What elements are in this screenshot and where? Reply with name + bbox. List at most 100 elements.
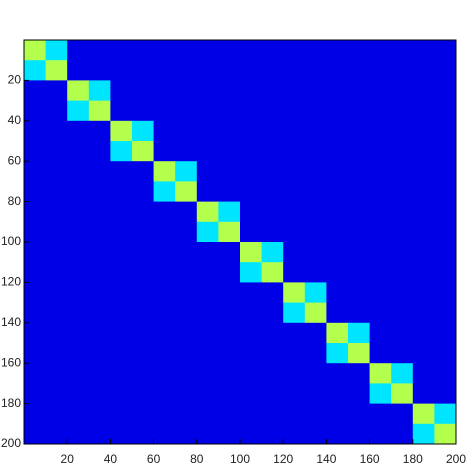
heatmap-cell	[434, 40, 457, 61]
heatmap-cell	[24, 221, 47, 243]
heatmap-cell	[88, 383, 111, 405]
heatmap-cell	[175, 181, 198, 203]
heatmap-cell	[110, 242, 133, 263]
heatmap-cell	[240, 80, 263, 102]
heatmap-cell	[283, 343, 306, 364]
heatmap-cell	[261, 40, 284, 61]
heatmap-cell	[110, 100, 133, 122]
heatmap-cell	[88, 282, 111, 304]
heatmap-cell	[304, 383, 327, 405]
heatmap-cell	[326, 141, 349, 162]
heatmap-cell	[67, 80, 90, 102]
heatmap-cell	[304, 40, 327, 61]
heatmap-cell	[412, 262, 435, 283]
heatmap-cell	[240, 120, 263, 142]
heatmap-cell	[412, 383, 435, 405]
heatmap-cell	[434, 141, 457, 162]
heatmap-cell	[369, 322, 392, 344]
heatmap-cell	[218, 363, 241, 384]
heatmap-cell	[153, 181, 176, 203]
heatmap-cell	[45, 403, 68, 425]
heatmap-cell	[132, 141, 155, 162]
heatmap-cell	[45, 221, 68, 243]
heatmap-cell	[153, 40, 176, 61]
heatmap-cell	[369, 423, 392, 445]
heatmap-cell	[67, 181, 90, 203]
y-tick-label: 20	[8, 73, 22, 87]
heatmap-cell	[348, 302, 371, 324]
heatmap-cell	[132, 383, 155, 405]
x-tick-label: 120	[273, 452, 293, 466]
heatmap-cell	[434, 181, 457, 203]
heatmap-cell	[391, 403, 414, 425]
heatmap-cell	[88, 423, 111, 445]
heatmap-cell	[240, 100, 263, 122]
heatmap-cell	[218, 282, 241, 304]
heatmap-cell	[283, 383, 306, 405]
heatmap-cell	[369, 282, 392, 304]
heatmap-cell	[304, 363, 327, 384]
heatmap-cell	[369, 161, 392, 182]
heatmap-cell	[45, 120, 68, 142]
heatmap-cell	[348, 120, 371, 142]
heatmap-cell	[218, 423, 241, 445]
heatmap-cell	[153, 262, 176, 283]
heatmap-cell	[348, 141, 371, 162]
heatmap-cell	[283, 322, 306, 344]
heatmap-cell	[67, 221, 90, 243]
heatmap-cell	[348, 242, 371, 263]
heatmap-cell	[153, 60, 176, 81]
heatmap-cell	[434, 302, 457, 324]
heatmap-cell	[240, 221, 263, 243]
heatmap-cell	[218, 201, 241, 223]
x-tick-label: 140	[316, 452, 336, 466]
heatmap-cell	[326, 40, 349, 61]
heatmap-cell	[304, 302, 327, 324]
heatmap-cell	[24, 161, 47, 182]
heatmap-cell	[196, 100, 219, 122]
x-tick-label: 200	[446, 452, 466, 466]
heatmap-cell	[326, 262, 349, 283]
heatmap-cell	[88, 262, 111, 283]
heatmap-cell	[88, 363, 111, 384]
heatmap-cell	[153, 302, 176, 324]
heatmap-cell	[412, 40, 435, 61]
heatmap-cell	[391, 282, 414, 304]
heatmap-cell	[218, 181, 241, 203]
heatmap-cell	[218, 242, 241, 263]
heatmap-cell	[175, 322, 198, 344]
heatmap-cell	[434, 403, 457, 425]
heatmap-cell	[261, 120, 284, 142]
heatmap-cell	[88, 221, 111, 243]
heatmap-cell	[369, 221, 392, 243]
heatmap-cell	[110, 302, 133, 324]
heatmap-cell	[153, 120, 176, 142]
heatmap-cell	[261, 201, 284, 223]
heatmap-cell	[369, 343, 392, 364]
heatmap-cell	[240, 322, 263, 344]
heatmap-cell	[412, 322, 435, 344]
y-tick-label: 160	[1, 355, 21, 369]
heatmap-cell	[261, 262, 284, 283]
heatmap-cell	[110, 403, 133, 425]
heatmap-cell	[196, 120, 219, 142]
heatmap-cell	[304, 403, 327, 425]
heatmap-cell	[240, 242, 263, 263]
heatmap-cell	[326, 181, 349, 203]
heatmap-cell	[175, 242, 198, 263]
heatmap-cell	[283, 40, 306, 61]
heatmap-cell	[261, 80, 284, 102]
heatmap-cell	[88, 40, 111, 61]
heatmap-cell	[261, 100, 284, 122]
heatmap-cell	[412, 242, 435, 263]
heatmap-cell	[391, 161, 414, 182]
y-tick-label: 120	[1, 275, 21, 289]
heatmap-cell	[24, 423, 47, 445]
heatmap-cell	[326, 120, 349, 142]
heatmap-cell	[391, 262, 414, 283]
heatmap-cell	[369, 120, 392, 142]
heatmap-cell	[434, 100, 457, 122]
heatmap-cell	[196, 80, 219, 102]
heatmap-cell	[110, 262, 133, 283]
heatmap-cell	[304, 100, 327, 122]
